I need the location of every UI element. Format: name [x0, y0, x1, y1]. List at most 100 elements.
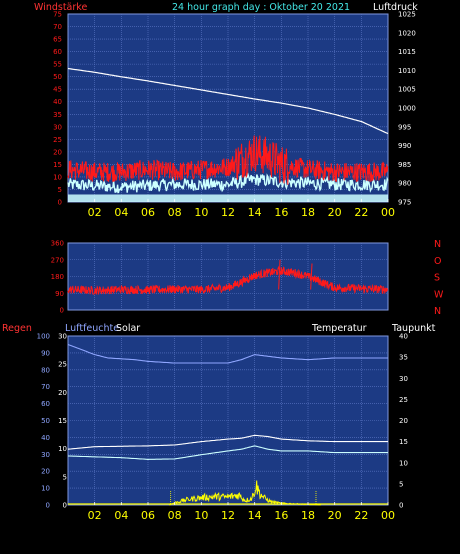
humidity-temperature-x-tick-label: 10	[194, 509, 208, 522]
pressure-axis-tick-label: 1020	[398, 29, 416, 37]
wind-speed-line	[67, 135, 389, 185]
wind-axis-tick-label: 65	[53, 36, 62, 44]
temperature-axis-tick-label: 10	[399, 459, 408, 467]
dewpoint-line	[68, 445, 388, 460]
direction-axis-tick-label: 180	[51, 273, 64, 281]
solar-axis-tick-label: 10	[58, 445, 67, 453]
wind-pressure-x-tick-label: 04	[114, 206, 128, 219]
pressure-axis-tick-label: 1005	[398, 86, 416, 94]
humidity-axis-label: Luftfeuchte	[65, 323, 119, 334]
wind-pressure-x-tick-label: 02	[88, 206, 102, 219]
humidity-temperature-x-tick-label: 16	[274, 509, 288, 522]
rain-axis-tick-label: 0	[46, 502, 50, 510]
humidity-temperature-x-tick-label: 00	[381, 509, 395, 522]
solar-axis-tick-label: 20	[58, 389, 67, 397]
rain-axis-tick-label: 100	[37, 333, 50, 341]
temperature-axis-tick-label: 0	[399, 502, 403, 510]
humidity-temperature-x-tick-label: 14	[248, 509, 262, 522]
humidity-temperature-x-tick-label: 06	[141, 509, 155, 522]
wind-pressure-x-tick-label: 12	[221, 206, 235, 219]
wind-axis-tick-label: 5	[58, 186, 62, 194]
pressure-axis-tick-label: 980	[398, 180, 411, 188]
pressure-axis-tick-label: 995	[398, 123, 411, 131]
direction-axis-tick-label: 360	[51, 240, 64, 248]
solar-axis-tick-label: 5	[63, 473, 67, 481]
temperature-axis-tick-label: 5	[399, 480, 403, 488]
humidity-temperature-x-tick-label: 12	[221, 509, 235, 522]
temperature-axis-tick-label: 40	[399, 333, 408, 341]
humidity-line	[67, 343, 388, 364]
pressure-axis-tick-label: 1025	[398, 11, 416, 19]
humidity-temperature-x-tick-label: 20	[328, 509, 342, 522]
rain-axis-tick-label: 40	[41, 434, 50, 442]
wind-axis-tick-label: 0	[58, 199, 62, 207]
direction-axis-tick-label: 0	[60, 307, 64, 315]
chart-title: 24 hour graph day : Oktober 20 2021	[172, 2, 350, 13]
wind-axis-tick-label: 50	[53, 73, 62, 81]
wind-axis-tick-label: 20	[53, 148, 62, 156]
rain-axis-tick-label: 50	[41, 417, 50, 425]
pressure-axis-tick-label: 1000	[398, 105, 416, 113]
wind-pressure-x-tick-label: 06	[141, 206, 155, 219]
humidity-temperature-x-tick-label: 22	[354, 509, 368, 522]
direction-axis-tick-label: 90	[55, 290, 64, 298]
wind-axis-tick-label: 25	[53, 136, 62, 144]
wind-axis-tick-label: 15	[53, 161, 62, 169]
direction-compass-label: S	[434, 273, 440, 284]
wind-pressure-x-tick-label: 18	[301, 206, 315, 219]
solar-axis-tick-label: 15	[58, 417, 67, 425]
gust-floor-band	[68, 194, 388, 202]
direction-compass-label: N	[434, 306, 441, 317]
direction-axis-tick-label: 270	[51, 256, 64, 264]
humidity-temperature-x-tick-label: 02	[88, 509, 102, 522]
pressure-axis-tick-label: 990	[398, 142, 411, 150]
wind-pressure-x-tick-label: 10	[194, 206, 208, 219]
temperature-axis-label: Temperatur	[311, 323, 367, 334]
direction-compass-label: O	[434, 256, 441, 267]
temperature-axis-tick-label: 35	[399, 354, 408, 362]
gust-band-line	[67, 171, 389, 194]
wind-axis-tick-label: 45	[53, 86, 62, 94]
wind-axis-tick-label: 10	[53, 173, 62, 181]
humidity-temperature-x-tick-label: 18	[301, 509, 315, 522]
humidity-temperature-x-tick-label: 08	[168, 509, 182, 522]
wind-direction-spike	[310, 263, 313, 290]
temperature-axis-tick-label: 20	[399, 417, 408, 425]
wind-direction-spike	[278, 259, 281, 290]
wind-pressure-x-tick-label: 20	[328, 206, 342, 219]
temperature-axis-tick-label: 30	[399, 375, 408, 383]
wind-axis-tick-label: 55	[53, 61, 62, 69]
pressure-line	[67, 67, 389, 135]
wind-pressure-x-tick-label: 22	[354, 206, 368, 219]
pressure-axis-tick-label: 1010	[398, 67, 416, 75]
rain-axis-tick-label: 70	[41, 383, 50, 391]
direction-compass-label: N	[434, 239, 441, 250]
wind-axis-tick-label: 60	[53, 48, 62, 56]
rain-axis-tick-label: 10	[41, 485, 50, 493]
wind-pressure-x-tick-label: 14	[248, 206, 262, 219]
pressure-axis-tick-label: 975	[398, 199, 411, 207]
solar-axis-label: Solar	[116, 323, 140, 334]
pressure-axis-tick-label: 1015	[398, 48, 416, 56]
rain-axis-tick-label: 80	[41, 366, 50, 374]
dewpoint-axis-label: Taupunkt	[391, 323, 436, 334]
rain-axis-tick-label: 60	[41, 400, 50, 408]
solar-axis-tick-label: 30	[58, 333, 67, 341]
direction-compass-label: W	[434, 289, 444, 300]
wind-axis-tick-label: 40	[53, 98, 62, 106]
temperature-axis-tick-label: 15	[399, 438, 408, 446]
wind-pressure-x-tick-label: 16	[274, 206, 288, 219]
wind-axis-label: Windstärke	[34, 2, 87, 13]
rain-axis-tick-label: 20	[41, 468, 50, 476]
rain-axis-label: Regen	[2, 323, 32, 334]
wind-pressure-x-tick-label: 08	[168, 206, 182, 219]
pressure-axis-label: Luftdruck	[373, 2, 418, 13]
wind-axis-tick-label: 35	[53, 111, 62, 119]
wind-axis-tick-label: 30	[53, 123, 62, 131]
solar-axis-tick-label: 0	[63, 502, 67, 510]
solar-axis-tick-label: 25	[58, 361, 67, 369]
wind-direction-line	[67, 265, 389, 295]
temperature-axis-tick-label: 25	[399, 396, 408, 404]
rain-axis-tick-label: 90	[41, 349, 50, 357]
